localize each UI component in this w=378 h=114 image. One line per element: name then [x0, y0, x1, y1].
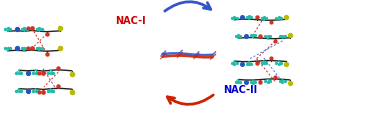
Text: NAC-I: NAC-I [115, 16, 146, 25]
Text: NAC-II: NAC-II [223, 84, 257, 94]
FancyArrowPatch shape [165, 3, 211, 12]
FancyArrowPatch shape [167, 95, 213, 104]
